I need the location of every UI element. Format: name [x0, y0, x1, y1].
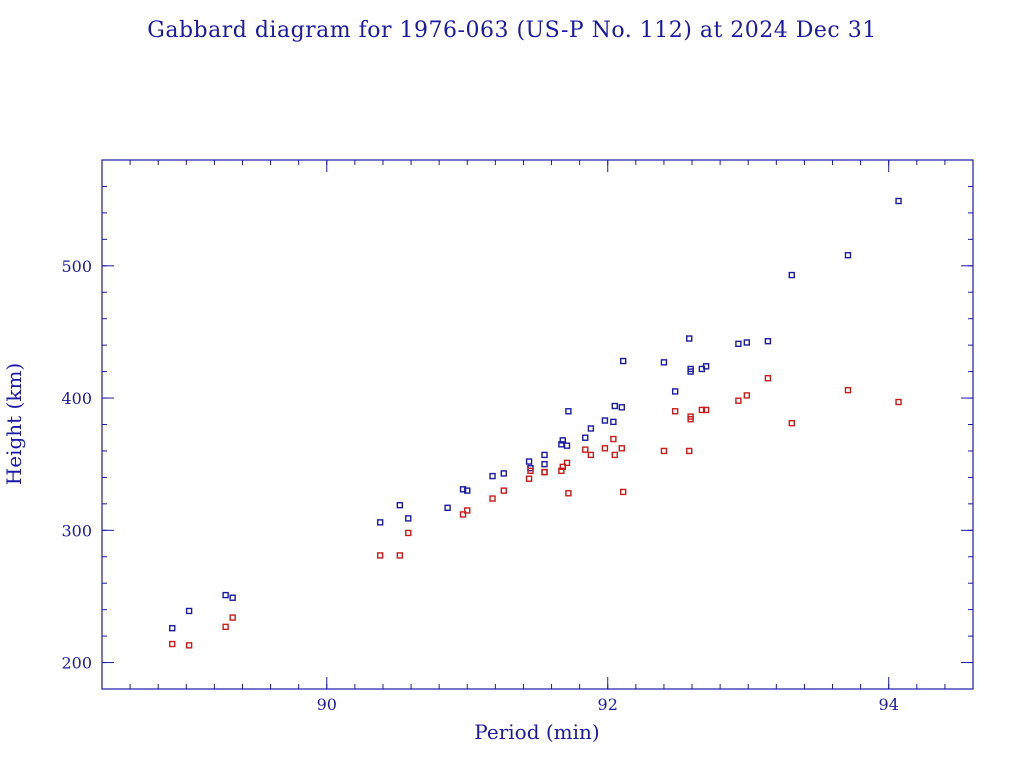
apogee-point [686, 335, 693, 342]
apogee-point [611, 402, 618, 410]
perigee-point [587, 451, 595, 459]
apogee-point [541, 451, 548, 459]
chart-title: Gabbard diagram for 1976-063 (US-P No. 1… [147, 18, 876, 43]
data-points [169, 197, 902, 649]
y-tick-label: 400 [61, 389, 92, 408]
perigee-point [169, 640, 176, 648]
apogee-point [464, 487, 471, 494]
y-axis-label: Height (km) [2, 363, 26, 485]
apogee-point [610, 418, 617, 426]
apogee-point [229, 594, 236, 601]
apogee-point [185, 607, 193, 615]
apogee-point [489, 472, 496, 480]
perigee-point [565, 490, 572, 497]
apogee-point [618, 404, 625, 411]
perigee-point [582, 446, 589, 453]
perigee-point [558, 467, 565, 474]
y-axis-minor-ticks [102, 159, 973, 690]
apogee-point [660, 359, 668, 366]
perigee-point [185, 642, 193, 649]
x-axis-major-ticks [326, 160, 890, 689]
apogee-point [563, 442, 571, 449]
perigee-point [671, 408, 679, 415]
perigee-point [229, 614, 236, 621]
perigee-point [541, 468, 548, 476]
apogee-point [169, 624, 176, 632]
apogee-point [788, 271, 795, 279]
perigee-point [764, 375, 772, 382]
apogee-point [687, 365, 694, 373]
apogee-point [702, 363, 710, 370]
perigee-point [222, 623, 229, 631]
perigee-point [459, 511, 467, 518]
apogee-point [619, 357, 627, 365]
apogee-point [376, 519, 384, 526]
apogee-point [565, 408, 572, 415]
apogee-point [405, 515, 412, 522]
apogee-point [222, 591, 229, 599]
perigee-point [601, 445, 609, 452]
apogee-point [582, 434, 589, 441]
perigee-point [376, 552, 384, 559]
perigee-point [702, 406, 710, 414]
apogee-point [844, 252, 852, 259]
apogee-point [764, 337, 772, 345]
apogee-point [743, 339, 751, 346]
perigee-point [844, 386, 852, 394]
y-tick-label: 200 [61, 654, 92, 673]
perigee-point [618, 445, 625, 452]
perigee-point [563, 459, 571, 467]
y-axis-major-ticks [102, 265, 973, 664]
x-axis-tick-labels: 90 92 94 [317, 695, 899, 714]
perigee-point [405, 529, 412, 537]
perigee-point [743, 392, 751, 399]
apogee-point [541, 460, 548, 468]
apogee-point [895, 197, 902, 205]
perigee-point [619, 488, 627, 496]
perigee-point [735, 397, 742, 404]
perigee-point [527, 467, 534, 474]
apogee-point [459, 486, 467, 493]
x-axis-minor-ticks [101, 160, 974, 689]
perigee-point [396, 552, 404, 559]
perigee-point [500, 487, 507, 494]
x-tick-label: 90 [317, 695, 337, 714]
perigee-point [525, 475, 533, 482]
perigee-point [489, 495, 496, 502]
y-tick-label: 300 [61, 521, 92, 540]
apogee-point [587, 425, 595, 432]
apogee-point [525, 458, 533, 465]
apogee-point [671, 388, 679, 395]
apogee-point [396, 501, 404, 509]
perigee-point [686, 447, 693, 455]
perigee-point [464, 507, 471, 514]
perigee-point [895, 398, 902, 406]
apogee-point [735, 340, 742, 348]
perigee-point [698, 406, 706, 414]
y-axis-tick-labels: 200 300 400 500 [61, 257, 92, 673]
plot-frame [101, 159, 974, 690]
perigee-point [559, 463, 566, 471]
perigee-point [610, 435, 617, 443]
apogee-point [500, 470, 507, 477]
perigee-point [660, 447, 668, 455]
perigee-point [611, 451, 618, 459]
perigee-point [788, 419, 795, 427]
perigee-point [541, 468, 548, 476]
apogee-point [601, 417, 609, 424]
apogee-point [559, 437, 566, 444]
y-tick-label: 500 [61, 257, 92, 276]
x-tick-label: 92 [598, 695, 618, 714]
apogee-point [444, 504, 451, 512]
x-axis-label: Period (min) [474, 720, 599, 744]
perigee-point [687, 413, 694, 420]
x-tick-label: 94 [879, 695, 899, 714]
